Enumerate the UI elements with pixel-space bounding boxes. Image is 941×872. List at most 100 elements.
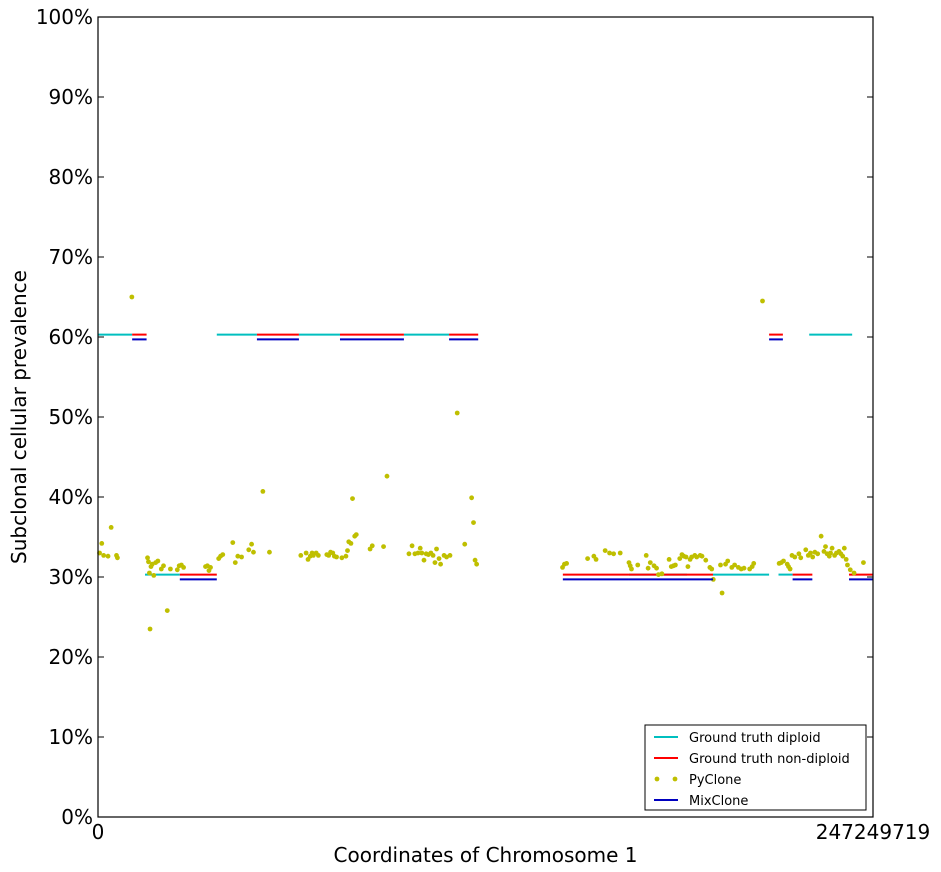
pyclone-point [815, 551, 821, 557]
pyclone-point [666, 557, 672, 562]
pyclone-point [672, 562, 678, 568]
pyclone-point [851, 570, 857, 576]
pyclone-point [719, 590, 725, 596]
pyclone-point [249, 541, 254, 547]
pyclone-point [647, 560, 653, 565]
pyclone-point [845, 562, 850, 568]
pyclone-point [99, 541, 105, 546]
pyclone-point [235, 553, 241, 559]
y-tick-label: 10% [49, 725, 93, 749]
pyclone-point [348, 541, 354, 546]
pyclone-point [454, 410, 460, 416]
pyclone-point [145, 555, 150, 561]
pyclone-point [108, 525, 114, 530]
pyclone-point [643, 553, 649, 558]
x-axis-title: Coordinates of Chromosome 1 [334, 843, 638, 867]
pyclone-point [841, 545, 847, 551]
pyclone-point [105, 553, 111, 559]
pyclone-point [808, 550, 813, 556]
pyclone-point [732, 562, 738, 568]
pyclone-point [828, 550, 833, 556]
pyclone-point [447, 553, 453, 558]
pyclone-point [419, 550, 425, 556]
pyclone-point [345, 548, 350, 553]
legend-label: Ground truth diploid [689, 731, 821, 746]
pyclone-point [818, 533, 824, 539]
pyclone-point [792, 554, 798, 560]
pyclone-point [474, 561, 480, 567]
pyclone-point [260, 489, 266, 494]
x-tick-label: 247249719 [816, 820, 931, 844]
legend-label: PyClone [689, 773, 741, 788]
y-tick-label: 0% [61, 805, 93, 829]
pyclone-point [685, 564, 691, 569]
pyclone-point [220, 552, 226, 557]
pyclone-point [239, 554, 244, 560]
legend-label: MixClone [689, 794, 748, 809]
pyclone-point [709, 566, 715, 572]
pyclone-point [803, 547, 809, 553]
pyclone-point [267, 549, 272, 555]
pyclone-point [350, 496, 355, 501]
pyclone-point [232, 560, 238, 565]
y-tick-label: 90% [49, 85, 93, 109]
pyclone-point [607, 550, 612, 556]
pyclone-point [230, 540, 236, 545]
pyclone-point [699, 553, 705, 559]
pyclone-point [861, 560, 866, 565]
pyclone-point [161, 563, 166, 569]
pyclone-point [174, 567, 180, 573]
pyclone-point [315, 553, 321, 558]
pyclone-point [334, 554, 339, 560]
pyclone-point [246, 547, 252, 553]
pyclone-point [147, 626, 153, 632]
pyclone-point [164, 608, 170, 613]
pyclone-point [760, 298, 765, 304]
pyclone-point [645, 565, 651, 571]
pyclone-point [472, 557, 478, 563]
pyclone-point [303, 550, 309, 556]
pyclone-point [710, 577, 716, 582]
data-layer [97, 294, 873, 632]
y-tick-label: 50% [49, 405, 93, 429]
pyclone-point [602, 548, 608, 553]
pyclone-point [471, 520, 476, 525]
pyclone-point [298, 553, 304, 558]
pyclone-point [417, 545, 423, 551]
pyclone-point [751, 561, 757, 566]
y-tick-label: 100% [36, 5, 93, 29]
legend-marker [654, 776, 660, 782]
pyclone-point [369, 543, 375, 549]
pyclone-point [151, 573, 157, 578]
pyclone-point [796, 551, 802, 557]
pyclone-point [725, 558, 731, 564]
pyclone-point [585, 556, 591, 561]
y-axis-ticks: 0% 10% 20% 30% 40% 50% 60% 70% 80% 90% 100% [36, 5, 873, 829]
pyclone-point [208, 565, 213, 570]
pyclone-point [415, 550, 421, 556]
pyclone-point [659, 571, 665, 577]
pyclone-point [654, 565, 659, 571]
pyclone-point [432, 560, 438, 565]
pyclone-point [683, 554, 689, 560]
pyclone-point [843, 557, 849, 562]
pyclone-point [129, 294, 135, 300]
pyclone-point [436, 556, 442, 561]
y-tick-label: 30% [49, 565, 93, 589]
pyclone-point [251, 549, 256, 555]
pyclone-point [434, 546, 439, 552]
pyclone-point [406, 551, 412, 557]
pyclone-point [155, 558, 161, 564]
pyclone-point [798, 555, 804, 561]
pyclone-point [617, 550, 623, 556]
y-tick-label: 60% [49, 325, 93, 349]
pyclone-point [168, 566, 173, 572]
y-tick-label: 80% [49, 165, 93, 189]
y-tick-label: 20% [49, 645, 93, 669]
y-axis-title: Subclonal cellular prevalence [7, 270, 31, 564]
legend-label: Ground truth non-diploid [689, 752, 850, 767]
pyclone-point [593, 557, 599, 562]
pyclone-point [438, 561, 443, 567]
pyclone-point [718, 562, 723, 568]
